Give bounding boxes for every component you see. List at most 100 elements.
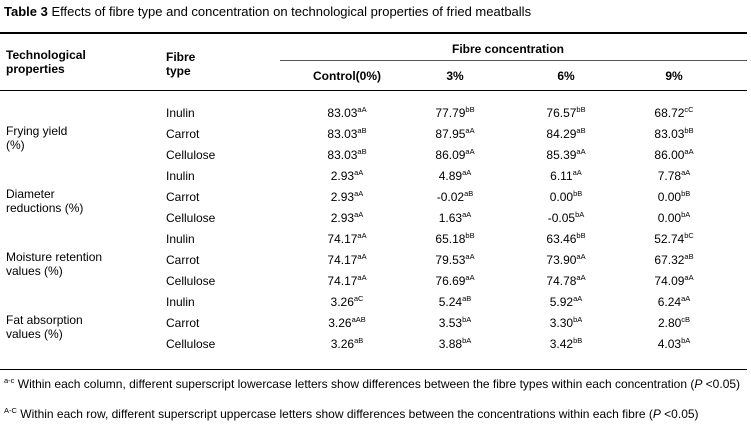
table-label: Table 3 bbox=[4, 4, 48, 19]
value-cell: 79.53aA bbox=[400, 252, 510, 267]
top-rule bbox=[0, 32, 747, 34]
value-number: 6.24 bbox=[657, 295, 682, 309]
header-properties-line2: properties bbox=[6, 62, 65, 76]
footnote: A-C Within each row, different superscri… bbox=[4, 406, 744, 421]
value-cell: 0.00bB bbox=[619, 189, 729, 204]
value-superscript: bB bbox=[465, 105, 475, 114]
value-cell: 2.93aA bbox=[292, 168, 402, 183]
value-cell: 74.09aA bbox=[619, 273, 729, 288]
value-superscript: aA bbox=[684, 147, 694, 156]
table-title: Effects of fibre type and concentration … bbox=[51, 4, 532, 19]
footnote-text: Within each column, different superscrip… bbox=[14, 377, 695, 391]
fibre-type: Carrot bbox=[166, 253, 200, 267]
value-superscript: aA bbox=[681, 168, 691, 177]
value-superscript: aB bbox=[462, 294, 472, 303]
value-cell: 83.03aB bbox=[292, 147, 402, 162]
value-number: 0.00 bbox=[549, 190, 574, 204]
table-caption: Table 3 Effects of fibre type and concen… bbox=[4, 4, 531, 19]
value-number: 2.93 bbox=[330, 190, 355, 204]
value-cell: 2.93aA bbox=[292, 189, 402, 204]
value-superscript: cC bbox=[684, 105, 694, 114]
value-number: 86.09 bbox=[435, 148, 466, 162]
value-superscript: aA bbox=[465, 126, 475, 135]
value-superscript: cB bbox=[681, 315, 691, 324]
value-cell: 4.03bA bbox=[619, 336, 729, 351]
footnote: a-c Within each column, different supers… bbox=[4, 376, 744, 391]
value-superscript: aA bbox=[576, 273, 586, 282]
value-cell: 74.17aA bbox=[292, 231, 402, 246]
value-cell: 73.90aA bbox=[511, 252, 621, 267]
value-number: 85.39 bbox=[546, 148, 577, 162]
value-cell: 87.95aA bbox=[400, 126, 510, 141]
value-number: 68.72 bbox=[654, 106, 685, 120]
value-cell: 2.93aA bbox=[292, 210, 402, 225]
value-number: 65.18 bbox=[435, 232, 466, 246]
value-number: 73.90 bbox=[546, 253, 577, 267]
header-fibre-line1: Fibre bbox=[166, 50, 196, 64]
value-superscript: aA bbox=[576, 147, 586, 156]
bottom-rule bbox=[0, 369, 747, 370]
value-cell: 74.78aA bbox=[511, 273, 621, 288]
value-cell: 76.69aA bbox=[400, 273, 510, 288]
value-cell: 83.03aA bbox=[292, 105, 402, 120]
fibre-type: Cellulose bbox=[166, 148, 216, 162]
value-cell: 84.29aB bbox=[511, 126, 621, 141]
value-superscript: aA bbox=[684, 273, 694, 282]
value-superscript: aB bbox=[357, 126, 367, 135]
value-superscript: bA bbox=[681, 336, 691, 345]
value-superscript: aA bbox=[354, 168, 364, 177]
value-number: 1.63 bbox=[438, 211, 463, 225]
value-number: 0.00 bbox=[657, 190, 682, 204]
value-number: 76.69 bbox=[435, 274, 466, 288]
value-number: 3.26 bbox=[328, 316, 352, 330]
value-cell: 86.00aA bbox=[619, 147, 729, 162]
value-number: 83.03 bbox=[327, 148, 358, 162]
fibre-type: Carrot bbox=[166, 127, 200, 141]
value-cell: 74.17aA bbox=[292, 273, 402, 288]
value-superscript: aA bbox=[357, 105, 367, 114]
property-name-cont: reductions (%) bbox=[6, 201, 84, 215]
value-cell: 0.00bB bbox=[511, 189, 621, 204]
fibre-type: Inulin bbox=[166, 106, 195, 120]
value-cell: 1.63aA bbox=[400, 210, 510, 225]
value-cell: 3.42bB bbox=[511, 336, 621, 351]
value-superscript: aA bbox=[357, 231, 367, 240]
header-fibre-line2: type bbox=[166, 64, 191, 78]
property-name-cont: values (%) bbox=[6, 327, 63, 341]
header-rule bbox=[0, 90, 747, 91]
value-cell: 83.03aB bbox=[292, 126, 402, 141]
fibre-type: Cellulose bbox=[166, 337, 216, 351]
value-number: 86.00 bbox=[654, 148, 685, 162]
value-cell: 6.11aA bbox=[511, 168, 621, 183]
value-number: 74.09 bbox=[654, 274, 685, 288]
fibre-type: Carrot bbox=[166, 190, 200, 204]
value-cell: 52.74bC bbox=[619, 231, 729, 246]
value-superscript: bB bbox=[573, 336, 583, 345]
footnote-tail: <0.05) bbox=[660, 407, 699, 421]
value-cell: 3.30bA bbox=[511, 315, 621, 330]
value-cell: 0.00bA bbox=[619, 210, 729, 225]
value-number: 5.92 bbox=[549, 295, 574, 309]
column-header: 9% bbox=[665, 69, 683, 83]
value-number: 74.17 bbox=[327, 253, 358, 267]
value-number: 7.78 bbox=[657, 169, 682, 183]
value-number: 87.95 bbox=[435, 127, 466, 141]
value-superscript: bA bbox=[681, 210, 691, 219]
value-cell: 65.18bB bbox=[400, 231, 510, 246]
value-number: 3.42 bbox=[549, 337, 574, 351]
value-superscript: aA bbox=[576, 252, 586, 261]
value-superscript: aB bbox=[357, 147, 367, 156]
column-header: 3% bbox=[446, 69, 464, 83]
value-cell: 76.57bB bbox=[511, 105, 621, 120]
value-cell: 6.24aA bbox=[619, 294, 729, 309]
value-superscript: aA bbox=[465, 273, 475, 282]
value-superscript: bB bbox=[576, 105, 586, 114]
fibre-type: Inulin bbox=[166, 232, 195, 246]
fibre-type: Cellulose bbox=[166, 274, 216, 288]
value-cell: 4.89aA bbox=[400, 168, 510, 183]
value-superscript: aA bbox=[357, 252, 367, 261]
value-cell: 3.53bA bbox=[400, 315, 510, 330]
value-number: 3.88 bbox=[438, 337, 463, 351]
value-number: 79.53 bbox=[435, 253, 466, 267]
value-superscript: bB bbox=[465, 231, 475, 240]
